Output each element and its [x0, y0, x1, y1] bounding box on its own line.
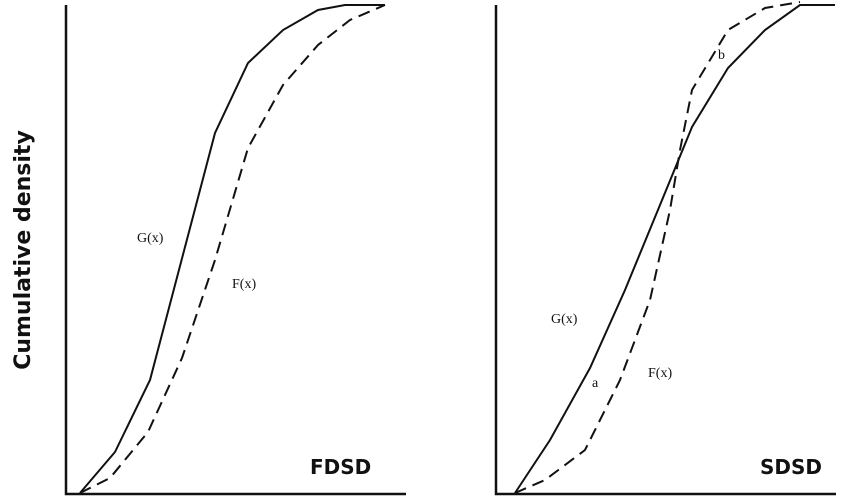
- y-axis-label: Cumulative density: [11, 130, 36, 370]
- axes: [494, 5, 836, 496]
- axes: [64, 5, 406, 496]
- curve-label: G(x): [137, 231, 164, 246]
- f-curve: [79, 4, 386, 494]
- f-curve: [514, 1, 801, 494]
- g-curve: [514, 4, 835, 494]
- g-curve: [79, 4, 385, 494]
- area-label: a: [592, 376, 599, 391]
- curve-label: F(x): [648, 366, 672, 381]
- panel-title: FDSD: [310, 455, 371, 479]
- curve-label: F(x): [232, 277, 256, 292]
- area-label: b: [718, 48, 725, 63]
- panel-title: SDSD: [760, 455, 822, 479]
- curve-label: G(x): [551, 312, 578, 327]
